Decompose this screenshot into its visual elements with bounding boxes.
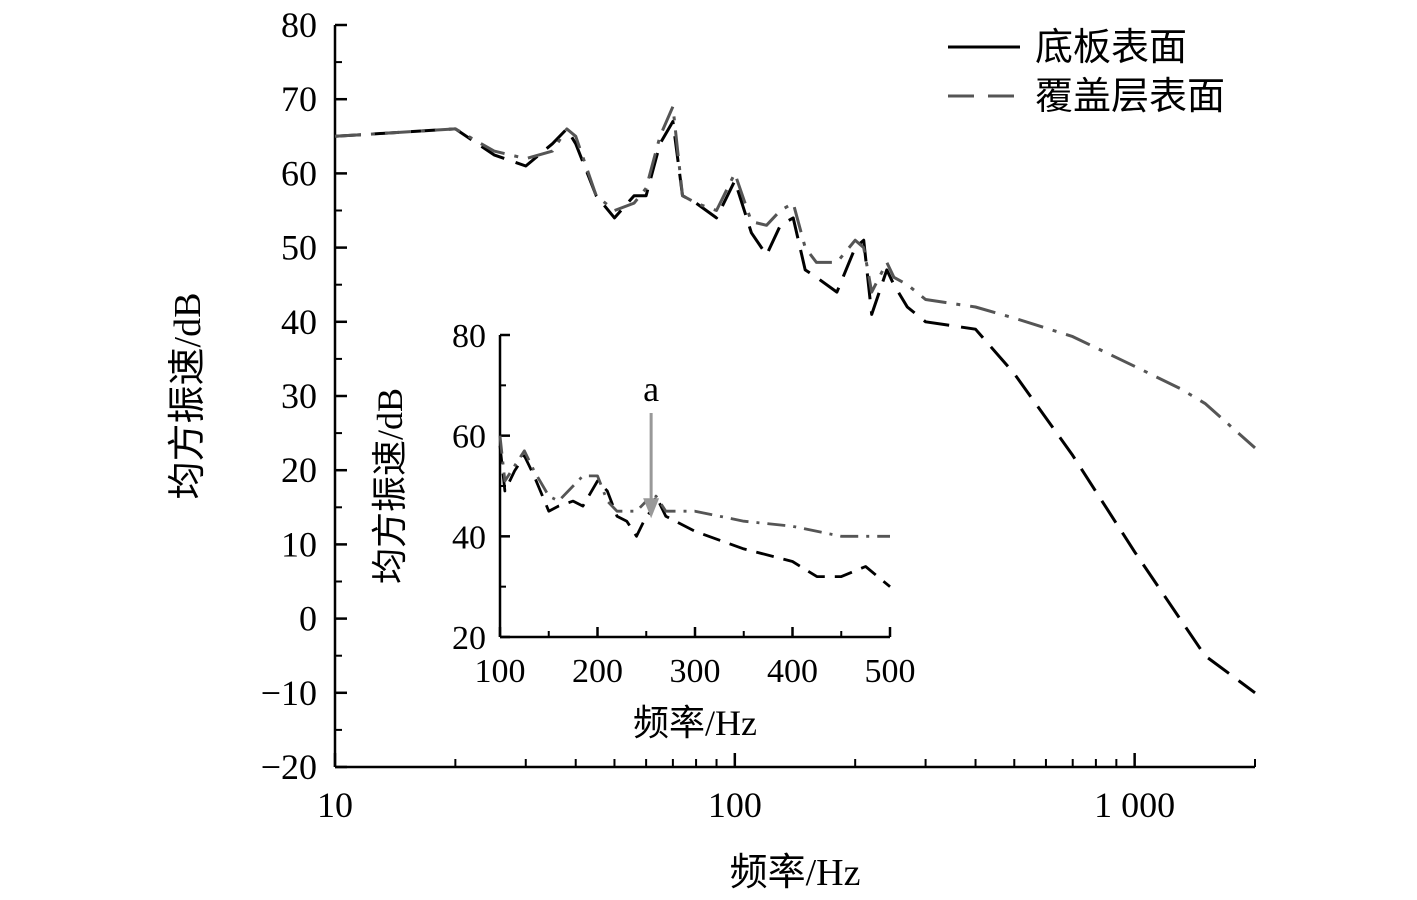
inset-x-tick-label: 400 (767, 653, 818, 690)
inset-series-line-2 (498, 435, 890, 538)
main-series-group (334, 105, 1256, 695)
inset-chart: 20 40 60 80 100 200 300 400 500 a 频率/Hz 均方振速/dB (370, 318, 916, 743)
main-y-tick-label: 50 (281, 228, 317, 268)
main-y-tick-label: 60 (281, 153, 317, 193)
main-y-tick-label: −10 (261, 673, 317, 713)
inset-y-tick-label: 80 (452, 318, 486, 355)
main-chart: −20 −10 0 10 20 30 40 50 60 70 80 10 100 1 000 频率/Hz… (167, 5, 1256, 894)
inset-y-axis-label: 均方振速/dB (370, 388, 410, 584)
main-y-ticks: −20 −10 0 10 20 30 40 50 60 70 80 (261, 5, 347, 787)
inset-x-axis-label: 频率/Hz (633, 703, 757, 743)
main-x-ticks: 10 100 1 000 (317, 753, 1256, 825)
inset-y-tick-label: 20 (452, 620, 486, 657)
main-x-tick-label: 100 (708, 785, 762, 825)
inset-y-tick-label: 40 (452, 519, 486, 556)
inset-x-tick-label: 100 (475, 653, 526, 690)
main-x-tick-label: 10 (317, 785, 353, 825)
legend: 底板表面 覆盖层表面 (948, 27, 1225, 118)
main-x-tick-label: 1 000 (1094, 785, 1175, 825)
inset-x-tick-label: 500 (865, 653, 916, 690)
main-y-tick-label: 20 (281, 450, 317, 490)
main-y-tick-label: 70 (281, 79, 317, 119)
inset-x-tick-label: 200 (572, 653, 623, 690)
inset-series-line-1 (498, 445, 891, 588)
main-series-line-2 (334, 105, 1256, 450)
main-y-tick-label: 30 (281, 376, 317, 416)
main-y-tick-label: 40 (281, 302, 317, 342)
main-y-tick-label: 0 (299, 599, 317, 639)
main-y-tick-label: 10 (281, 524, 317, 564)
main-y-tick-label: −20 (261, 747, 317, 787)
inset-x-tick-label: 300 (670, 653, 721, 690)
main-x-axis-label: 频率/Hz (730, 852, 861, 894)
main-series-line-1 (334, 120, 1256, 695)
annotation-label-a: a (643, 369, 659, 409)
legend-label-series-1: 底板表面 (1035, 27, 1187, 69)
inset-y-ticks: 20 40 60 80 (452, 318, 510, 657)
annotation-arrow-head (643, 498, 660, 519)
main-y-axis-label: 均方振速/dB (167, 293, 209, 500)
inset-annotation: a (643, 369, 660, 519)
inset-y-tick-label: 60 (452, 419, 486, 456)
main-y-tick-label: 80 (281, 5, 317, 45)
inset-x-ticks: 100 200 300 400 500 (475, 627, 916, 690)
legend-label-series-2: 覆盖层表面 (1035, 76, 1225, 118)
inset-series-group (498, 435, 891, 588)
